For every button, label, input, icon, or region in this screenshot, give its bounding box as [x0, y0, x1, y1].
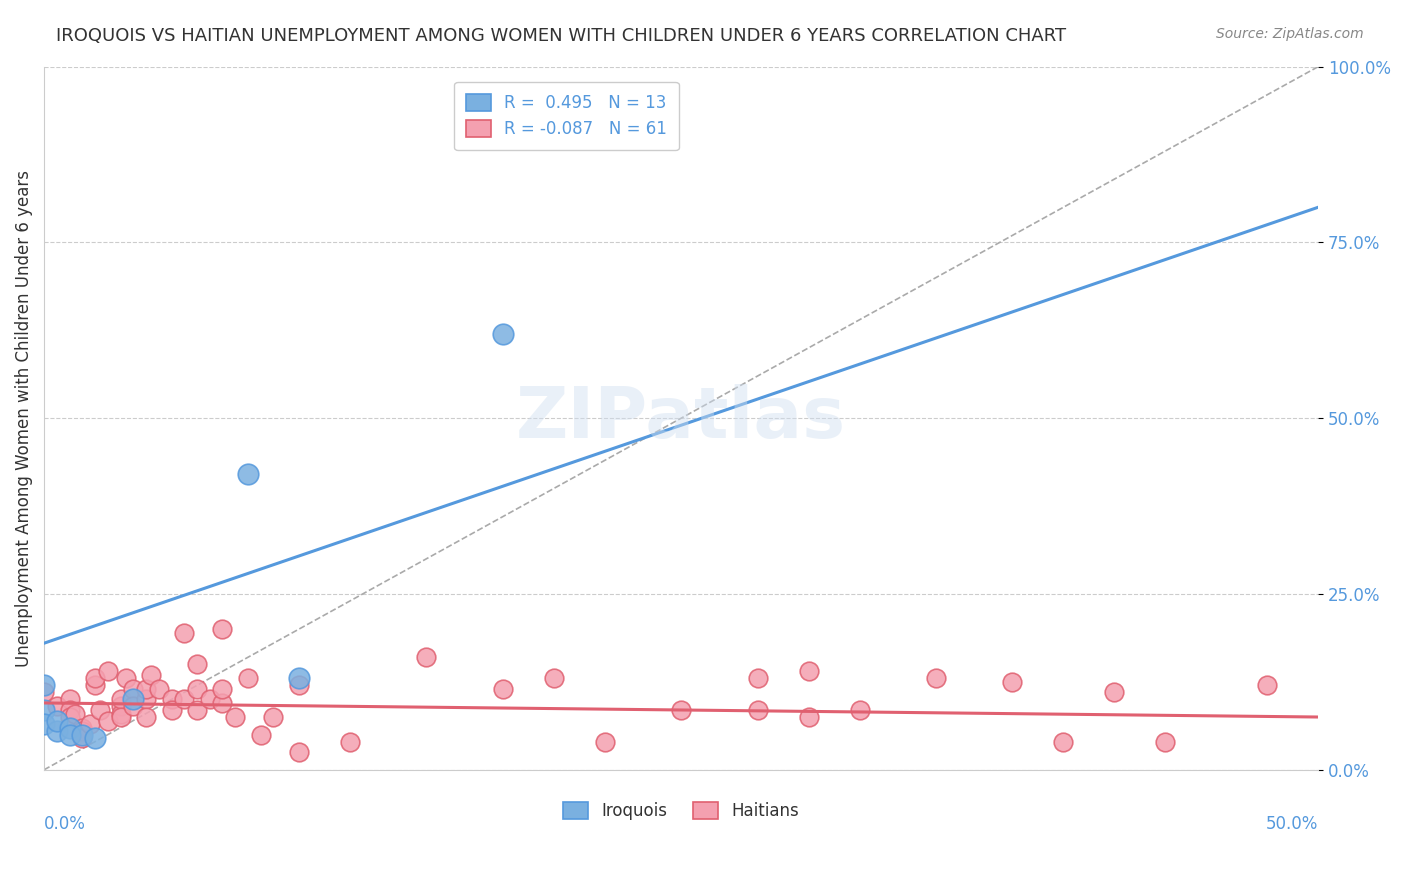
Point [236, 467, 259, 482]
Point [797, 665, 820, 679]
Point [58, 710, 80, 724]
Point [747, 703, 769, 717]
Text: ZIPatlas: ZIPatlas [516, 384, 846, 452]
Point [224, 710, 246, 724]
Point [543, 671, 565, 685]
Text: Source: ZipAtlas.com: Source: ZipAtlas.com [1216, 27, 1364, 41]
Point [97, 714, 120, 728]
Point [89, 703, 111, 717]
Point [58, 728, 80, 742]
Point [122, 681, 145, 696]
Point [45, 724, 67, 739]
Point [72, 731, 94, 745]
Text: 0.0%: 0.0% [44, 815, 86, 833]
Point [45, 714, 67, 728]
Point [186, 681, 208, 696]
Point [288, 678, 311, 692]
Point [139, 668, 162, 682]
Point [211, 696, 233, 710]
Point [1256, 678, 1278, 692]
Point [32, 678, 55, 692]
Text: 50.0%: 50.0% [1265, 815, 1319, 833]
Point [492, 326, 515, 341]
Point [173, 692, 195, 706]
Point [1052, 734, 1074, 748]
Point [110, 699, 132, 714]
Point [58, 692, 80, 706]
Y-axis label: Unemployment Among Women with Children Under 6 years: Unemployment Among Women with Children U… [15, 169, 32, 666]
Point [925, 671, 948, 685]
Point [160, 692, 183, 706]
Point [32, 685, 55, 699]
Point [32, 703, 55, 717]
Point [148, 681, 170, 696]
Point [72, 721, 94, 735]
Point [1154, 734, 1177, 748]
Point [114, 671, 136, 685]
Text: IROQUOIS VS HAITIAN UNEMPLOYMENT AMONG WOMEN WITH CHILDREN UNDER 6 YEARS CORRELA: IROQUOIS VS HAITIAN UNEMPLOYMENT AMONG W… [56, 27, 1066, 45]
Point [415, 650, 437, 665]
Point [288, 745, 311, 759]
Point [160, 703, 183, 717]
Point [593, 734, 616, 748]
Point [186, 657, 208, 672]
Point [1104, 685, 1126, 699]
Point [249, 728, 271, 742]
Point [173, 625, 195, 640]
Point [135, 710, 157, 724]
Point [79, 717, 101, 731]
Point [211, 622, 233, 636]
Point [135, 681, 157, 696]
Point [262, 710, 284, 724]
Point [747, 671, 769, 685]
Legend: Iroquois, Haitians: Iroquois, Haitians [551, 790, 811, 831]
Point [63, 706, 86, 721]
Point [848, 703, 870, 717]
Point [58, 703, 80, 717]
Point [122, 699, 145, 714]
Point [110, 706, 132, 721]
Point [236, 671, 259, 685]
Point [84, 678, 107, 692]
Point [198, 692, 221, 706]
Point [110, 692, 132, 706]
Point [669, 703, 692, 717]
Point [84, 671, 107, 685]
Point [84, 731, 107, 745]
Point [186, 703, 208, 717]
Point [339, 734, 361, 748]
Point [492, 681, 515, 696]
Point [1001, 674, 1024, 689]
Point [211, 681, 233, 696]
Point [135, 692, 157, 706]
Point [72, 724, 94, 739]
Point [288, 671, 311, 685]
Point [797, 710, 820, 724]
Point [58, 721, 80, 735]
Point [110, 710, 132, 724]
Point [45, 699, 67, 714]
Point [122, 692, 145, 706]
Point [32, 717, 55, 731]
Point [97, 665, 120, 679]
Point [72, 728, 94, 742]
